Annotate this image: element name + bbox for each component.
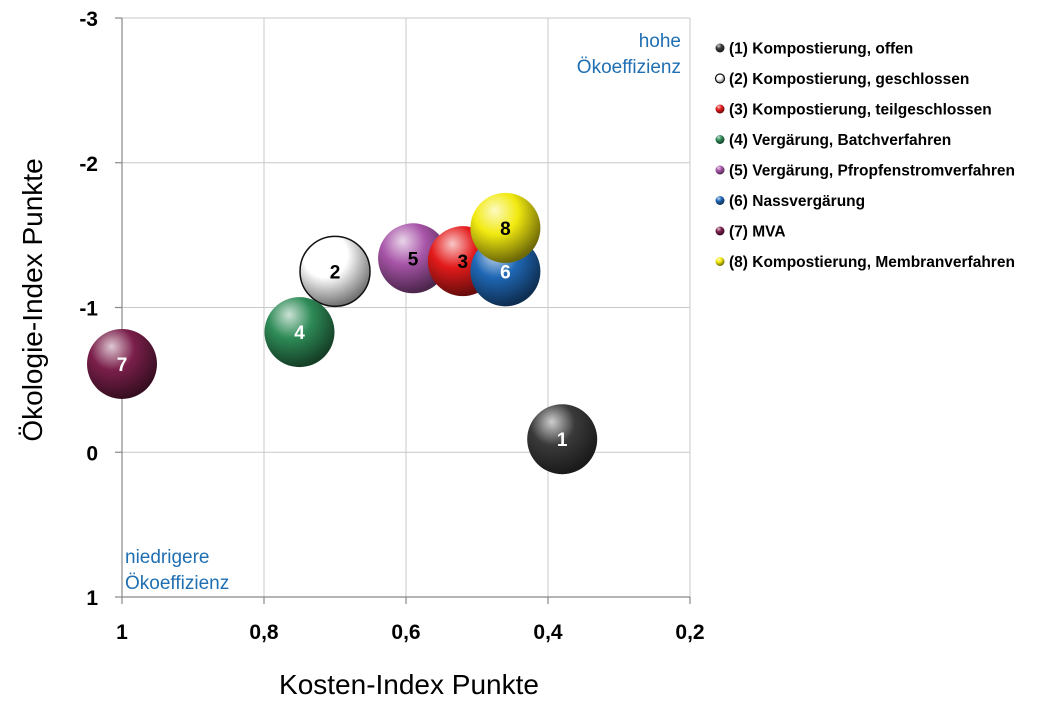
legend-label: (5) Vergärung, Pfropfenstromverfahren bbox=[729, 163, 1015, 180]
bubble-marker bbox=[299, 235, 371, 308]
bubble-label: 1 bbox=[557, 430, 568, 451]
legend-marker bbox=[714, 73, 726, 84]
x-tick-label: 0,4 bbox=[533, 621, 563, 644]
bubble-marker bbox=[378, 223, 449, 294]
legend-marker bbox=[715, 165, 725, 175]
legend-label: (4) Vergärung, Batchverfahren bbox=[729, 132, 951, 149]
bubble-marker bbox=[264, 297, 335, 368]
bubble-label: 4 bbox=[294, 323, 305, 344]
bubble-4: 4 bbox=[264, 297, 335, 368]
x-tick-label: 0,6 bbox=[391, 621, 420, 644]
legend-marker bbox=[715, 104, 725, 114]
bubble-marker bbox=[470, 192, 541, 263]
legend-item: (4) Vergärung, Batchverfahren bbox=[715, 132, 951, 149]
bubble-5: 5 bbox=[378, 223, 449, 294]
bubble-marker bbox=[87, 328, 157, 399]
legend-marker bbox=[715, 196, 725, 205]
x-axis-title: Kosten-Index Punkte bbox=[279, 669, 539, 700]
bubble-1: 1 bbox=[527, 404, 598, 475]
legend-item: (8) Kompostierung, Membranverfahren bbox=[715, 254, 1015, 271]
legend-label: (6) Nassvergärung bbox=[729, 193, 865, 210]
bubble-label: 3 bbox=[458, 252, 469, 273]
bubble-label: 5 bbox=[408, 249, 419, 270]
y-tick-label: -3 bbox=[79, 8, 98, 31]
x-tick-labels: 1 0,8 0,6 0,4 0,2 bbox=[116, 621, 704, 644]
grid-lines bbox=[121, 17, 691, 598]
legend-label: (2) Kompostierung, geschlossen bbox=[729, 71, 969, 88]
y-tick-labels: -3 -2 -1 0 1 bbox=[79, 8, 98, 610]
bubble-2: 2 bbox=[299, 235, 371, 308]
annotation-low-eco-line2: Ökoeffizienz bbox=[125, 573, 229, 594]
legend-marker bbox=[715, 135, 725, 144]
y-tick-label: -1 bbox=[79, 298, 98, 321]
legend-item: (1) Kompostierung, offen bbox=[715, 41, 913, 58]
bubble-7: 7 bbox=[87, 328, 157, 399]
bubble-marker bbox=[527, 404, 598, 475]
bubble-label: 8 bbox=[500, 219, 511, 240]
legend-label: (3) Kompostierung, teilgeschlossen bbox=[729, 102, 992, 119]
x-tick-label: 1 bbox=[116, 621, 128, 644]
y-tick-label: 1 bbox=[86, 587, 98, 610]
axes bbox=[115, 17, 691, 604]
legend-item: (2) Kompostierung, geschlossen bbox=[714, 71, 969, 88]
legend-label: (1) Kompostierung, offen bbox=[729, 41, 913, 58]
bubbles: 7 2 4 5 3 6 8 1 bbox=[87, 192, 598, 475]
y-tick-label: 0 bbox=[86, 442, 98, 465]
legend-marker bbox=[715, 226, 725, 236]
y-tick-label: -2 bbox=[79, 153, 98, 176]
annotation-high-eco-line2: Ökoeffizienz bbox=[577, 57, 681, 78]
x-tick-label: 0,2 bbox=[675, 621, 704, 644]
annotation-low-eco-line1: niedrigere bbox=[125, 547, 210, 568]
legend-label: (7) MVA bbox=[729, 224, 786, 241]
legend-item: (6) Nassvergärung bbox=[715, 193, 865, 210]
x-tick-label: 0,8 bbox=[249, 621, 279, 644]
legend: (1) Kompostierung, offen (2) Kompostierun… bbox=[714, 41, 1015, 271]
legend-marker bbox=[715, 257, 725, 266]
annotation-high-eco-line1: hohe bbox=[639, 31, 681, 52]
legend-item: (3) Kompostierung, teilgeschlossen bbox=[715, 102, 992, 119]
legend-marker bbox=[715, 43, 725, 53]
bubble-label: 2 bbox=[330, 262, 341, 283]
bubble-label: 7 bbox=[117, 355, 128, 376]
legend-label: (8) Kompostierung, Membranverfahren bbox=[729, 254, 1015, 271]
bubble-label: 6 bbox=[500, 262, 511, 283]
legend-item: (7) MVA bbox=[715, 224, 786, 241]
bubble-8: 8 bbox=[470, 192, 541, 263]
legend-item: (5) Vergärung, Pfropfenstromverfahren bbox=[715, 163, 1015, 180]
y-axis-title: Ökologie-Index Punkte bbox=[17, 158, 48, 441]
